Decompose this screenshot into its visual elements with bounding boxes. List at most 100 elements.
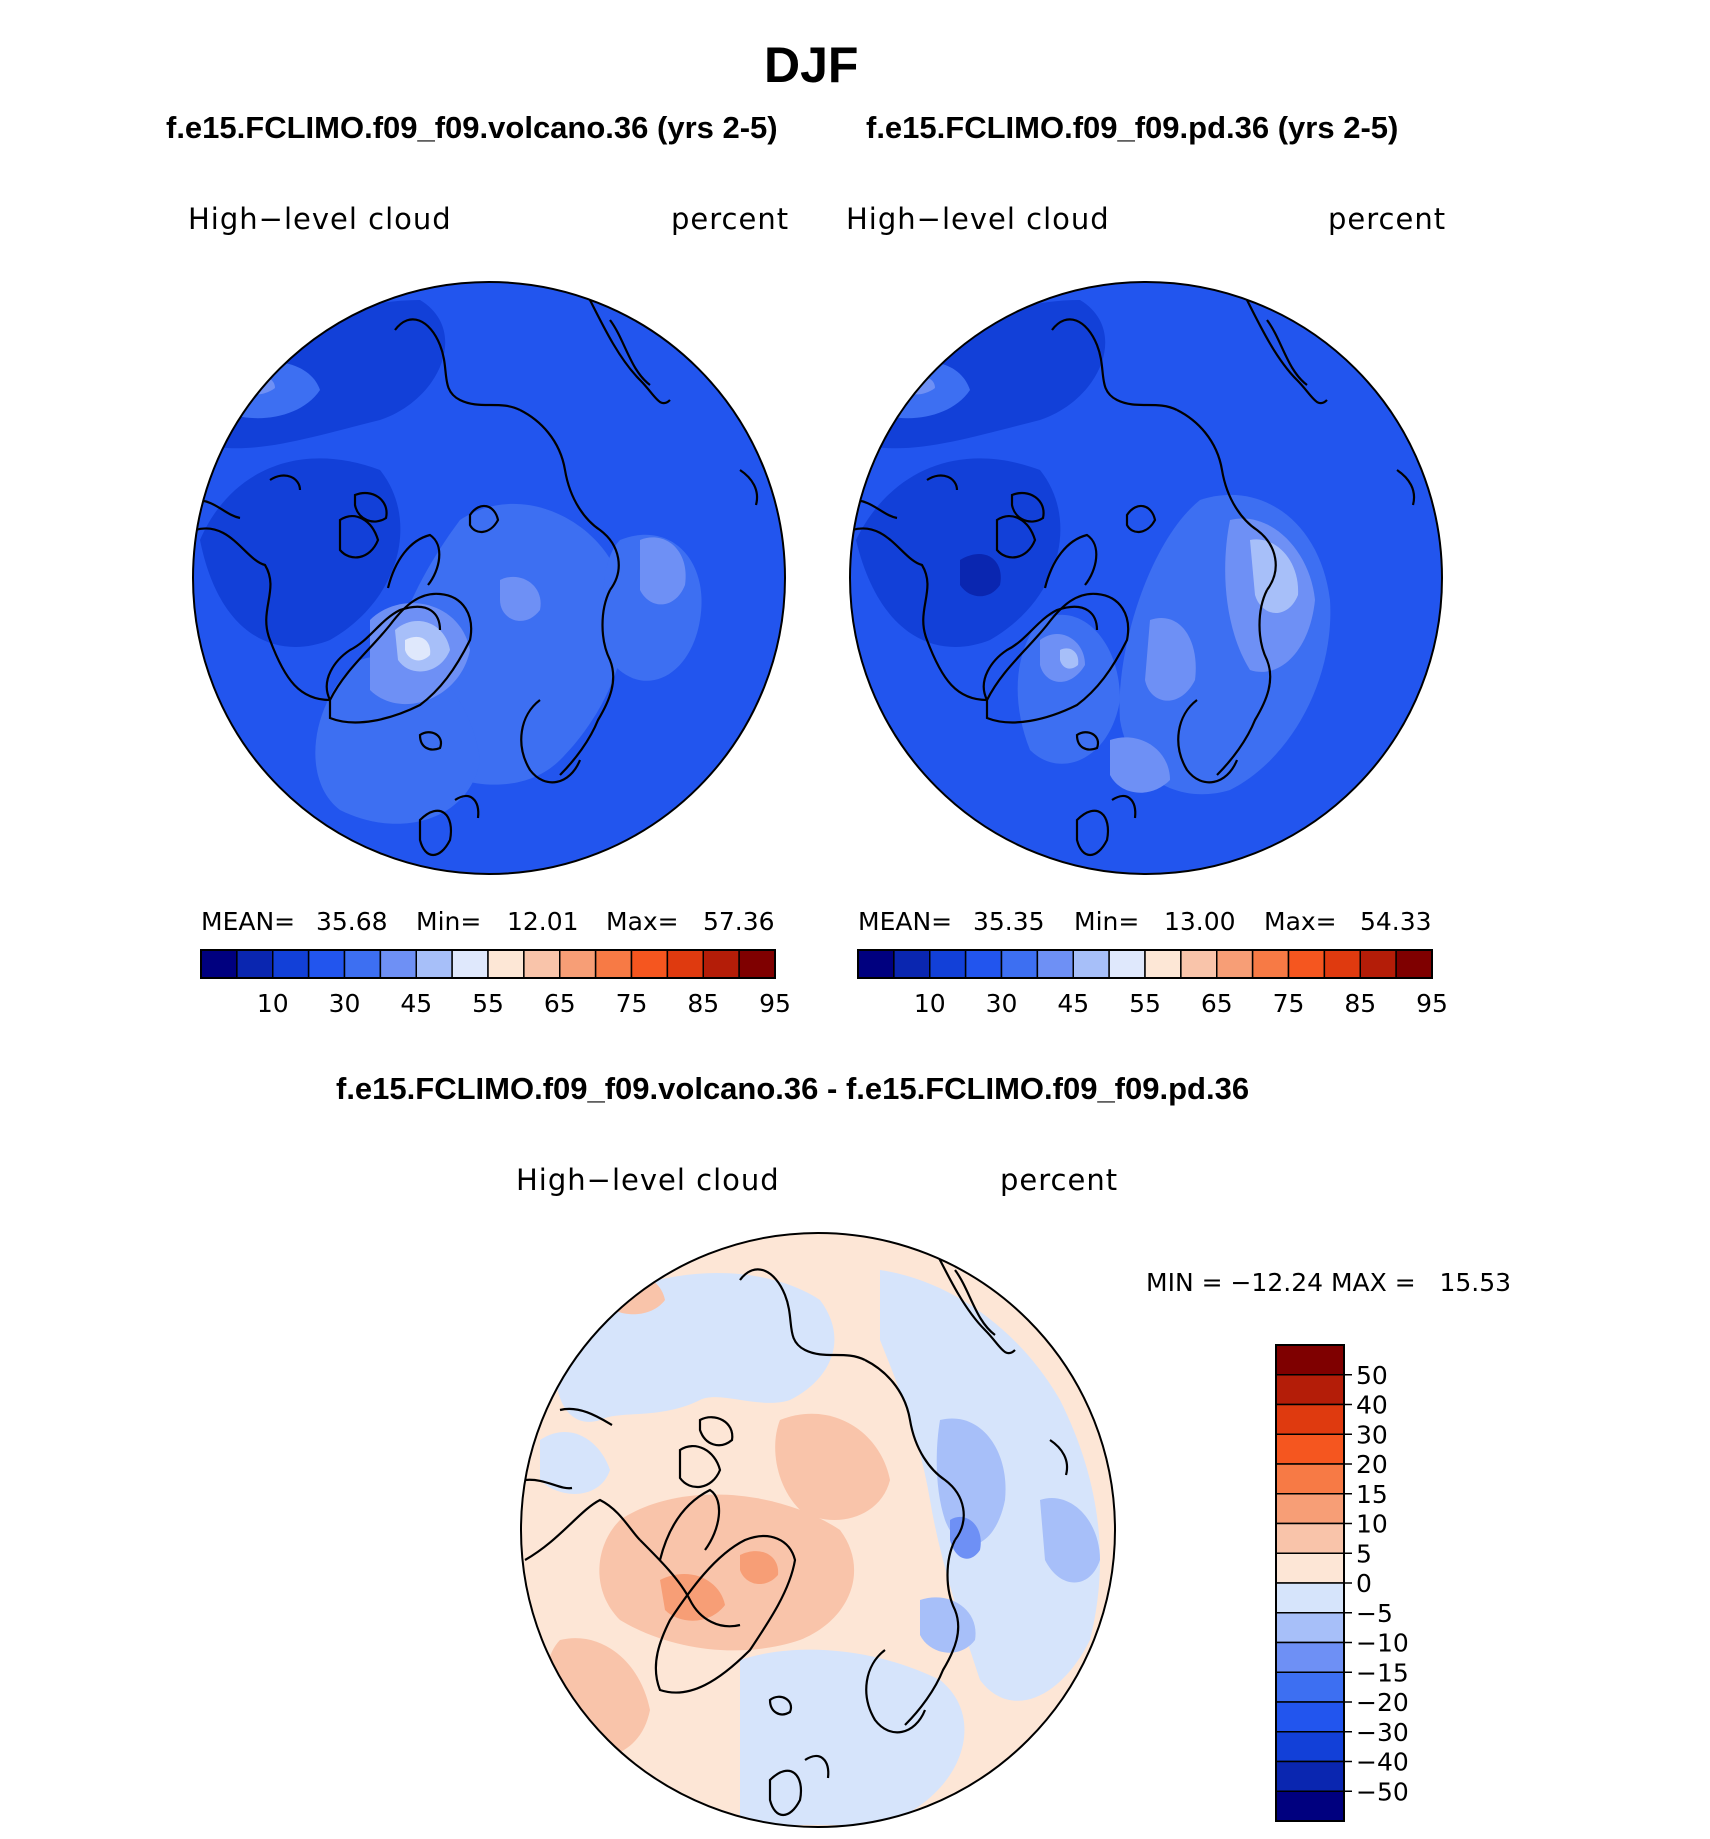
panel2-map-outline [849,281,1443,875]
difference-variable-label: High−level cloud [516,1163,780,1197]
difference-map [521,1233,1115,1827]
panel1-colorbar-swatch [594,949,633,979]
panel1-colorbar-swatch [738,949,776,979]
difference-colorbar-tick-label: 5 [1356,1539,1372,1568]
panel1-colorbar-swatch [559,949,597,979]
panel2-colorbar-swatch [1395,949,1433,979]
difference-colorbar-swatch [1275,1582,1345,1614]
difference-colorbar-tick-label: 10 [1356,1510,1388,1539]
difference-colorbar-swatch [1275,1671,1345,1703]
panel2-colorbar-swatch [1108,949,1146,979]
panel1-colorbar-tick-label: 30 [329,989,361,1018]
panel1-mean-value: 35.68 [316,907,388,936]
panel1-min-value: 12.01 [507,907,579,936]
panel2-colorbar-tick-label: 85 [1344,989,1376,1018]
panel1-colorbar-tick-label: 45 [400,989,432,1018]
panel2-colorbar-swatch [1359,949,1397,979]
difference-map-outline [520,1232,1116,1828]
panel1-colorbar-swatch [272,949,310,979]
panel2-coastlines [851,299,1416,857]
difference-colorbar-swatch [1275,1641,1345,1673]
panel1-min-label: Min= [416,907,482,936]
panel2-colorbar-swatch [929,949,967,979]
panel2-colorbar-swatch [964,949,1003,979]
panel2-colorbar-swatch [1072,949,1110,979]
difference-colorbar-tick-label: −5 [1356,1599,1393,1628]
panel2-min-label: Min= [1074,907,1140,936]
panel1-colorbar-swatch [451,949,489,979]
panel2-colorbar-tick-label: 65 [1201,989,1233,1018]
panel2-colorbar: 10 30 45 55 65 75 85 95 [857,949,1448,1018]
panel1-max-label: Max= [606,907,679,936]
difference-colorbar-tick-label: 50 [1356,1361,1388,1390]
difference-colorbar-swatch [1275,1463,1345,1495]
panel1-max-value: 57.36 [703,907,775,936]
panel1-colorbar-swatch [666,949,704,979]
panel1-colorbar-swatch [379,949,417,979]
panel1-colorbar-swatch [236,949,274,979]
panel2-colorbar-tick-label: 55 [1129,989,1161,1018]
difference-colorbar-tick-label: −20 [1356,1688,1409,1717]
difference-colorbar-swatch [1275,1433,1345,1465]
panel2-colorbar-tick-label: 95 [1416,989,1448,1018]
panel2-colorbar-swatch [1000,949,1039,979]
panel1-colorbar-swatch [702,949,740,979]
difference-colorbar-swatch [1275,1731,1345,1763]
difference-coastlines [524,1249,1069,1817]
difference-colorbar-tick-label: 20 [1356,1450,1388,1479]
panel2-colorbar-tick-label: 45 [1057,989,1089,1018]
difference-case-title: f.e15.FCLIMO.f09_f09.volcano.36 - f.e15.… [336,1071,1250,1106]
difference-minmax-text: MIN = −12.24 MAX = 15.53 [1146,1268,1512,1297]
difference-colorbar-tick-label: 0 [1356,1569,1372,1598]
panel1-colorbar-tick-label: 95 [759,989,791,1018]
difference-colorbar-swatch [1275,1374,1345,1406]
difference-colorbar-tick-label: −50 [1356,1777,1409,1806]
panel1-colorbar-swatch [523,949,561,979]
panel2-min-value: 13.00 [1164,907,1236,936]
difference-colorbar-swatch [1275,1701,1345,1733]
panel2-colorbar-swatch [857,949,895,979]
panel1-coastlines [194,299,759,857]
difference-colorbar-swatch [1275,1403,1345,1435]
panel1-mean-label: MEAN= [201,907,296,936]
difference-colorbar-swatch [1275,1760,1345,1792]
panel1-colorbar-swatch [630,949,669,979]
panel2-colorbar-tick-label: 30 [986,989,1018,1018]
panel2-variable-label: High−level cloud [846,202,1110,236]
panel1-colorbar-frame [200,949,776,979]
figure-title: DJF [764,37,859,93]
panel1-colorbar-tick-label: 65 [544,989,576,1018]
panel1-colorbar: 10 30 45 55 65 75 85 95 [200,949,791,1018]
panel1-variable-label: High−level cloud [188,202,452,236]
panel2-mean-label: MEAN= [858,907,953,936]
panel1-colorbar-tick-label: 85 [687,989,719,1018]
difference-colorbar-tick-label: 40 [1356,1391,1388,1420]
difference-colorbar-tick-label: 15 [1356,1480,1388,1509]
difference-colorbar-tick-label: −15 [1356,1658,1409,1687]
difference-colorbar-tick-label: 30 [1356,1420,1388,1449]
panel1-map-outline [192,281,786,875]
panel1-units-label: percent [671,202,790,236]
panel2-colorbar-swatch [893,949,931,979]
panel1-colorbar-tick-label: 55 [472,989,504,1018]
panel2-colorbar-swatch [1180,949,1218,979]
difference-colorbar-swatch [1275,1522,1345,1554]
difference-colorbar-swatch [1275,1493,1345,1525]
panel2-max-label: Max= [1264,907,1337,936]
panel2-mean-value: 35.35 [973,907,1045,936]
panel1-colorbar-tick-label: 10 [257,989,289,1018]
difference-colorbar-swatch [1275,1612,1345,1644]
panel2-max-value: 54.33 [1360,907,1432,936]
panel1-colorbar-swatch [487,949,525,979]
panel1-colorbar-tick-label: 75 [616,989,648,1018]
panel2-colorbar-tick-label: 75 [1273,989,1305,1018]
panel2-colorbar-swatch [1036,949,1074,979]
panel1-colorbar-swatch [343,949,382,979]
panel2-colorbar-swatch [1144,949,1182,979]
panel2-units-label: percent [1328,202,1447,236]
difference-colorbar-swatch [1275,1790,1345,1822]
difference-colorbar-tick-label: −30 [1356,1718,1409,1747]
difference-colorbar-tick-label: −10 [1356,1629,1409,1658]
